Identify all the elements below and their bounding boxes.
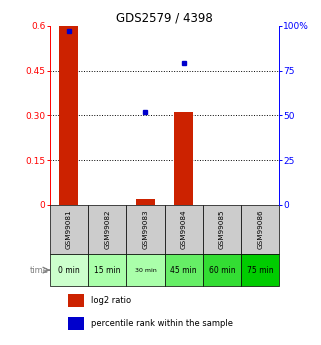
Bar: [88, 205, 126, 254]
Bar: [241, 205, 279, 254]
Text: 60 min: 60 min: [209, 266, 235, 275]
Bar: [126, 254, 164, 286]
Bar: [59, 26, 78, 205]
Text: GSM99086: GSM99086: [257, 209, 263, 249]
Bar: [203, 254, 241, 286]
Text: 0 min: 0 min: [58, 266, 80, 275]
Bar: [164, 254, 203, 286]
Text: GSM99081: GSM99081: [66, 209, 72, 249]
Text: GSM99083: GSM99083: [143, 209, 148, 249]
Text: GSM99085: GSM99085: [219, 209, 225, 249]
Text: GSM99082: GSM99082: [104, 209, 110, 249]
Text: 75 min: 75 min: [247, 266, 273, 275]
Bar: [241, 254, 279, 286]
Bar: [174, 112, 193, 205]
Text: GSM99084: GSM99084: [181, 209, 187, 249]
Bar: [203, 205, 241, 254]
Bar: [88, 254, 126, 286]
Text: 45 min: 45 min: [170, 266, 197, 275]
Bar: [50, 254, 88, 286]
Text: 15 min: 15 min: [94, 266, 120, 275]
Bar: [164, 205, 203, 254]
Text: percentile rank within the sample: percentile rank within the sample: [91, 319, 233, 328]
Text: log2 ratio: log2 ratio: [91, 296, 131, 305]
Bar: [126, 205, 164, 254]
Text: time: time: [30, 266, 49, 275]
Bar: [136, 199, 155, 205]
Bar: [68, 317, 84, 331]
Bar: [50, 205, 88, 254]
Text: 30 min: 30 min: [134, 268, 156, 273]
Title: GDS2579 / 4398: GDS2579 / 4398: [116, 12, 213, 25]
Bar: [68, 294, 84, 307]
